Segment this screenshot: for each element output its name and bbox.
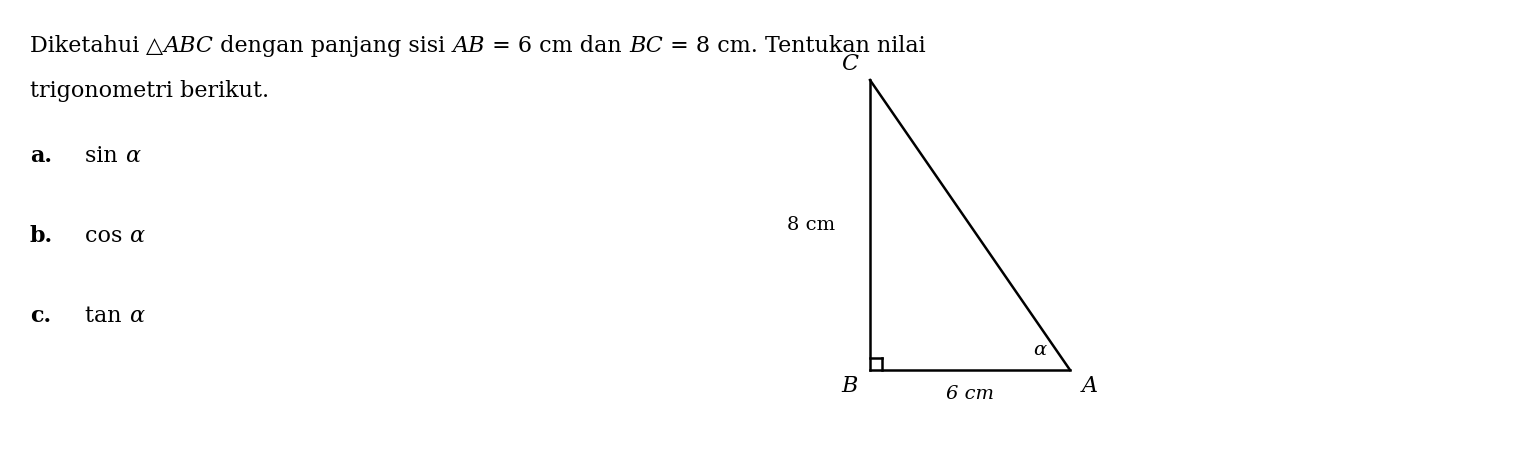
Text: trigonometri berikut.: trigonometri berikut. [29,80,269,102]
Text: 8 cm: 8 cm [786,216,836,234]
Text: α: α [129,225,145,247]
Text: Diketahui: Diketahui [29,35,146,57]
Text: AB: AB [452,35,485,57]
Text: = 8 cm. Tentukan nilai: = 8 cm. Tentukan nilai [663,35,925,57]
Text: sin: sin [85,145,125,167]
Text: B: B [842,375,859,397]
Text: BC: BC [629,35,663,57]
Text: α: α [125,145,140,167]
Text: △: △ [146,35,163,57]
Text: dengan panjang sisi: dengan panjang sisi [214,35,452,57]
Text: ABC: ABC [163,35,214,57]
Text: α: α [1033,341,1047,359]
Text: = 6 cm dan: = 6 cm dan [485,35,629,57]
Text: 6 cm: 6 cm [946,385,994,403]
Text: b.: b. [29,225,54,247]
Text: α: α [129,305,143,327]
Text: tan: tan [85,305,129,327]
Text: C: C [840,53,859,75]
Text: A: A [1082,375,1099,397]
Text: cos: cos [85,225,129,247]
Text: c.: c. [29,305,51,327]
Text: a.: a. [29,145,52,167]
